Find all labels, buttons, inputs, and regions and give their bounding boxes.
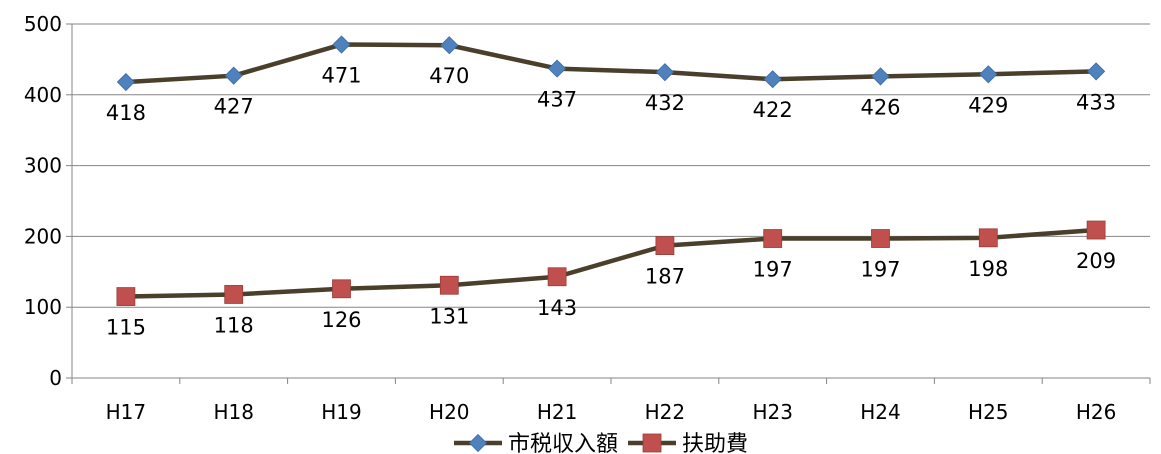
data-label: 126 [321,308,361,332]
series-line [125,42,1097,85]
data-point-diamond [440,36,459,55]
x-tick-label: H22 [645,400,686,424]
data-point-square [224,285,244,304]
y-tick-label: 300 [24,154,62,178]
y-tick-label: 500 [24,12,62,36]
data-point-square [871,229,890,248]
x-tick-label: H17 [106,400,147,424]
data-point-diamond [548,59,567,78]
data-label: 209 [1076,249,1116,273]
y-tick-label: 0 [49,366,62,390]
x-tick-label: H18 [213,400,254,424]
data-point-square [1086,220,1106,240]
legend-item: 市税収入額 [454,432,618,454]
data-point-diamond [1087,62,1106,81]
series-layer [116,35,1106,306]
data-point-square [763,229,783,248]
data-label: 143 [537,296,577,320]
axes [66,23,1151,384]
data-label: 429 [968,93,1008,117]
x-tick-label: H21 [537,400,578,424]
data-point-square [547,267,567,287]
data-label: 427 [214,95,254,119]
y-tick-label: 200 [24,224,62,248]
data-label: 131 [429,304,469,328]
y-axis-tick-labels: 0 100 200 300 400 500 [24,12,62,390]
legend-label: 市税収入額 [508,432,618,454]
data-label: 197 [753,258,793,282]
x-tick-label: H25 [968,400,1009,424]
data-point-square [655,236,675,256]
data-label: 198 [968,257,1008,281]
x-tick-label: H26 [1076,400,1117,424]
x-axis-tick-labels: H17 H18 H19 H20 H21 H22 H23 H24 H25 H26 [106,400,1117,424]
x-tick-label: H20 [429,400,470,424]
legend-marker [468,433,488,453]
data-point-square [332,279,351,299]
data-point-diamond [332,35,351,54]
data-label: 426 [860,95,900,119]
series-2 [116,220,1106,306]
data-label: 187 [645,265,685,289]
y-tick-label: 100 [24,295,62,319]
data-point-diamond [871,67,890,86]
data-label: 422 [753,98,793,122]
data-labels: 418 427 471 470 437 432 422 426 429 433 115 118 126 1… [106,64,1116,340]
data-label: 471 [321,64,361,88]
data-point-square [978,228,998,248]
series-1 [116,35,1106,92]
data-point-diamond [979,65,998,84]
legend: 市税収入額 扶助費 [454,432,748,454]
data-label: 470 [429,64,469,88]
data-point-square [116,287,136,306]
data-point-diamond [116,72,135,92]
legend-marker [642,433,662,453]
data-label: 432 [645,91,685,115]
x-tick-label: H24 [860,400,901,424]
data-label: 118 [214,313,254,337]
x-tick-label: H19 [321,400,362,424]
y-tick-label: 400 [24,83,62,107]
data-label: 115 [106,316,146,340]
data-point-square [439,275,459,295]
legend-item: 扶助費 [628,432,748,454]
data-point-diamond [224,66,243,85]
data-point-diamond [763,70,782,89]
legend-label: 扶助費 [682,432,748,454]
data-point-diamond [655,63,674,82]
data-label: 418 [106,101,146,125]
x-tick-label: H23 [752,400,793,424]
data-label: 437 [537,88,577,112]
series-line [125,227,1097,299]
data-label: 197 [860,258,900,282]
data-label: 433 [1076,90,1116,114]
